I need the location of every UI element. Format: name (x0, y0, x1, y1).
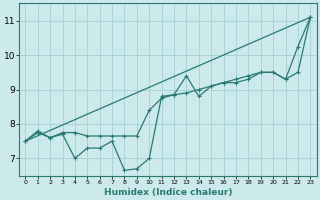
X-axis label: Humidex (Indice chaleur): Humidex (Indice chaleur) (104, 188, 232, 197)
